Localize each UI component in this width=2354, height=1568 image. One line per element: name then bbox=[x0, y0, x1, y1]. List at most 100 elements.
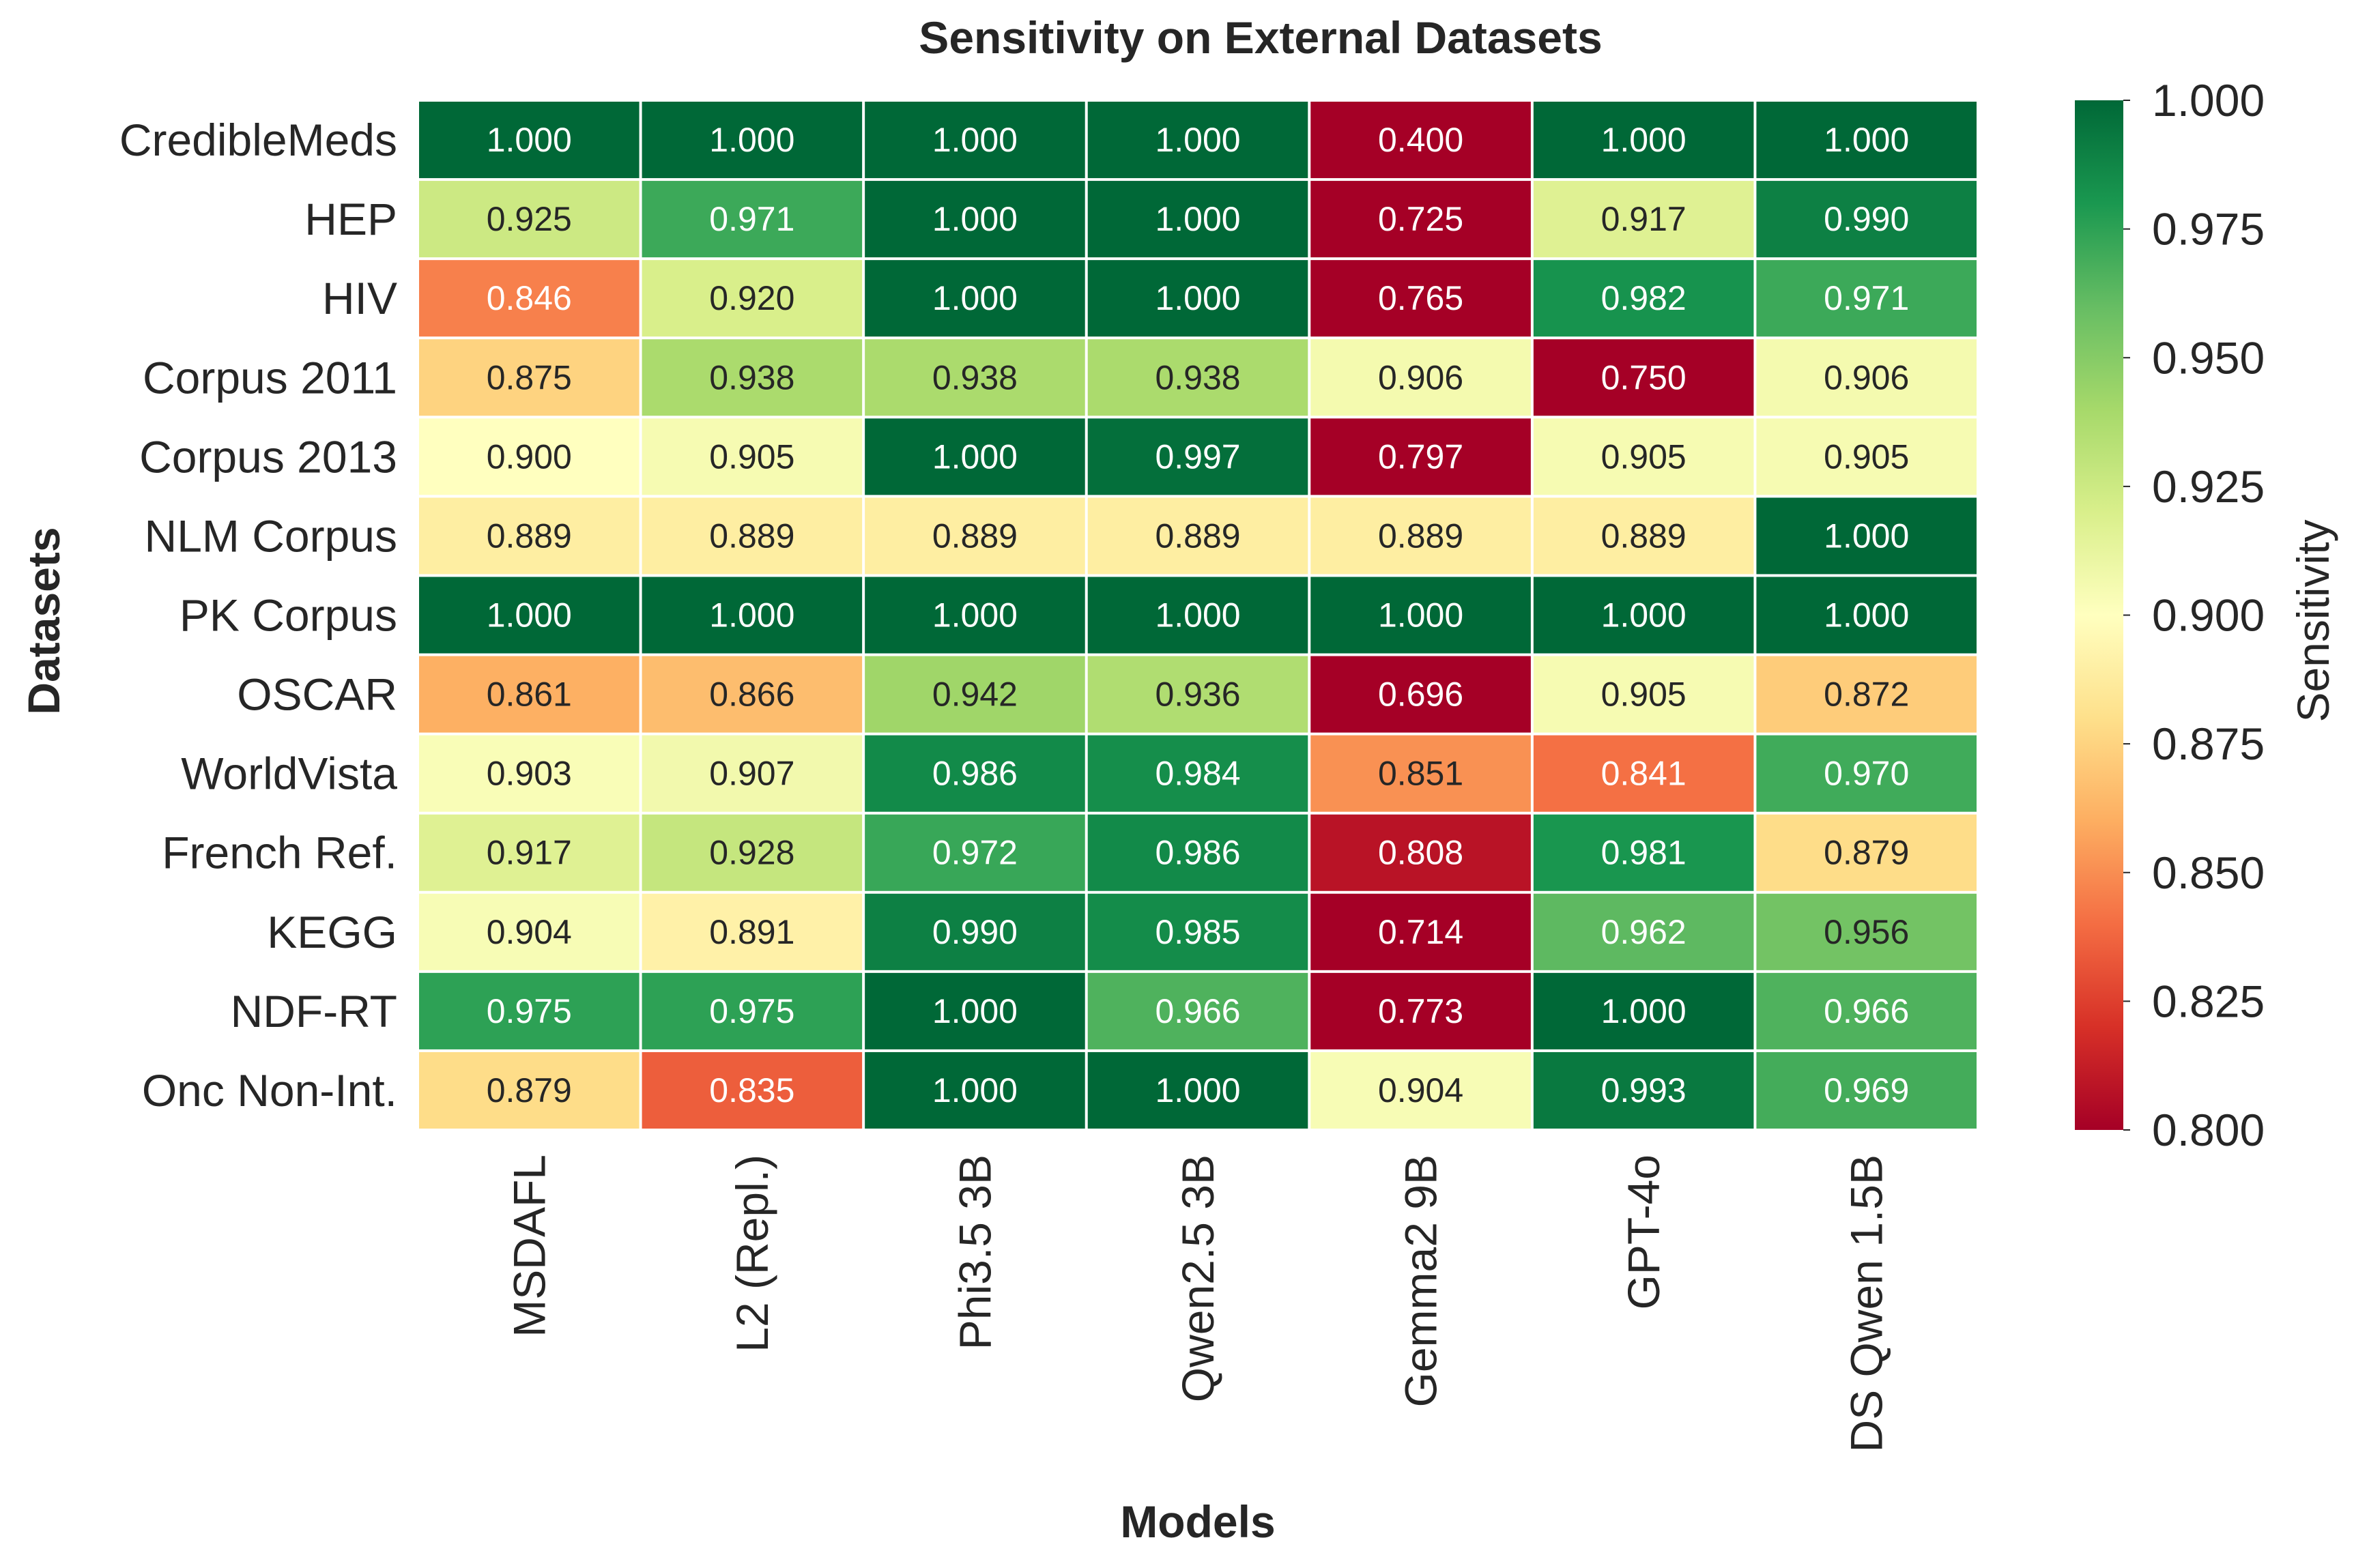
heatmap-cell-value: 0.970 bbox=[1824, 755, 1909, 793]
heatmap-cell bbox=[1087, 339, 1308, 416]
heatmap-cell bbox=[1087, 497, 1308, 575]
y-tick-label: WorldVista bbox=[181, 749, 397, 799]
heatmap-cell-value: 0.905 bbox=[1601, 676, 1686, 714]
heatmap-cell-value: 0.990 bbox=[932, 913, 1018, 951]
heatmap-cell bbox=[419, 893, 640, 970]
heatmap-cell-value: 0.879 bbox=[1824, 834, 1909, 872]
heatmap-cell bbox=[1087, 102, 1308, 179]
heatmap-cell bbox=[1533, 1051, 1754, 1129]
colorbar-tick-label: 0.800 bbox=[2152, 1105, 2265, 1155]
heatmap-cell bbox=[1087, 577, 1308, 654]
heatmap-cell bbox=[1756, 260, 1977, 337]
heatmap-cell-value: 0.975 bbox=[487, 992, 572, 1030]
heatmap-cell-value: 0.917 bbox=[1601, 200, 1686, 238]
heatmap-cell bbox=[865, 497, 1085, 575]
heatmap-cell-value: 0.725 bbox=[1378, 200, 1463, 238]
heatmap-cells bbox=[419, 102, 1977, 1129]
heatmap-cell-value: 0.889 bbox=[1155, 517, 1240, 555]
heatmap-cell bbox=[865, 577, 1085, 654]
heatmap-cell-value: 0.861 bbox=[487, 676, 572, 714]
y-tick-label: Onc Non-Int. bbox=[142, 1065, 397, 1116]
heatmap-cell-value: 0.846 bbox=[487, 279, 572, 317]
heatmap-cell-value: 1.000 bbox=[932, 1071, 1018, 1109]
y-tick-label: KEGG bbox=[267, 907, 397, 957]
heatmap-cell bbox=[1533, 181, 1754, 258]
heatmap-cell-value: 0.889 bbox=[487, 517, 572, 555]
heatmap-cell bbox=[1756, 497, 1977, 575]
heatmap-cell bbox=[1310, 418, 1531, 495]
heatmap-cell bbox=[419, 260, 640, 337]
heatmap-cell bbox=[865, 735, 1085, 812]
colorbar-tick-labels: 1.000 0.975 0.950 0.925 0.900 0.875 0.850 0.825… bbox=[2123, 75, 2265, 1155]
heatmap-cell-value: 0.714 bbox=[1378, 913, 1463, 951]
heatmap-cell bbox=[1087, 735, 1308, 812]
heatmap-cell bbox=[419, 814, 640, 891]
heatmap-cell-value: 1.000 bbox=[1601, 596, 1686, 635]
y-tick-label: CredibleMeds bbox=[119, 115, 397, 165]
heatmap-cell bbox=[865, 102, 1085, 179]
y-tick-label: NLM Corpus bbox=[145, 510, 397, 561]
heatmap-cell-value: 0.981 bbox=[1601, 834, 1686, 872]
x-tick-label: MSDAFL bbox=[504, 1155, 554, 1337]
heatmap-cell-value: 1.000 bbox=[709, 121, 794, 159]
heatmap-cell bbox=[865, 260, 1085, 337]
heatmap-cell-value: 0.990 bbox=[1824, 200, 1909, 238]
heatmap-cell bbox=[1087, 972, 1308, 1049]
heatmap-cell bbox=[642, 181, 863, 258]
heatmap-cell-value: 0.985 bbox=[1155, 913, 1240, 951]
heatmap-cell-value: 0.986 bbox=[932, 755, 1018, 793]
heatmap-cell-value: 0.966 bbox=[1824, 992, 1909, 1030]
heatmap-cell bbox=[1087, 1051, 1308, 1129]
heatmap-cell-value: 1.000 bbox=[1824, 121, 1909, 159]
heatmap-cell-value: 0.972 bbox=[932, 834, 1018, 872]
heatmap-cell bbox=[642, 577, 863, 654]
heatmap-cell-value: 0.993 bbox=[1601, 1071, 1686, 1109]
colorbar-tick-label: 0.875 bbox=[2152, 718, 2265, 769]
heatmap-cell bbox=[1310, 814, 1531, 891]
colorbar-label: Sensitivity bbox=[2288, 519, 2338, 722]
heatmap-cell-value: 0.936 bbox=[1155, 676, 1240, 714]
heatmap-cell bbox=[1756, 339, 1977, 416]
heatmap-cell-value: 0.904 bbox=[1378, 1071, 1463, 1109]
heatmap-cell-value: 1.000 bbox=[1601, 121, 1686, 159]
heatmap-cell-value: 0.891 bbox=[709, 913, 794, 951]
heatmap-cell-value: 0.875 bbox=[487, 358, 572, 396]
heatmap-cell-value: 0.962 bbox=[1601, 913, 1686, 951]
heatmap-cell bbox=[1310, 893, 1531, 970]
heatmap-cell bbox=[865, 418, 1085, 495]
heatmap-cell-value: 0.984 bbox=[1155, 755, 1240, 793]
heatmap-cell-value: 0.905 bbox=[709, 437, 794, 476]
heatmap-cell bbox=[865, 972, 1085, 1049]
heatmap-cell-value: 0.872 bbox=[1824, 676, 1909, 714]
y-tick-label: HIV bbox=[322, 273, 397, 323]
heatmap-cell bbox=[865, 181, 1085, 258]
heatmap-cell-value: 0.765 bbox=[1378, 279, 1463, 317]
heatmap-cell bbox=[419, 497, 640, 575]
heatmap-cell bbox=[1533, 497, 1754, 575]
heatmap-cell-value: 0.975 bbox=[709, 992, 794, 1030]
heatmap-cell bbox=[865, 339, 1085, 416]
heatmap-cell bbox=[419, 102, 640, 179]
heatmap-cell-value: 1.000 bbox=[1155, 200, 1240, 238]
heatmap-cell bbox=[419, 418, 640, 495]
heatmap-cell-value: 1.000 bbox=[1155, 1071, 1240, 1109]
heatmap-cell-value: 0.808 bbox=[1378, 834, 1463, 872]
heatmap-cell bbox=[1533, 339, 1754, 416]
heatmap-cell-value: 0.904 bbox=[487, 913, 572, 951]
heatmap-cell bbox=[1756, 735, 1977, 812]
heatmap-cell-value: 0.889 bbox=[709, 517, 794, 555]
heatmap-cell-value: 0.750 bbox=[1601, 358, 1686, 396]
heatmap-cell bbox=[1756, 814, 1977, 891]
heatmap-cell-value: 1.000 bbox=[1155, 279, 1240, 317]
y-tick-label: NDF-RT bbox=[231, 986, 397, 1036]
heatmap-cell bbox=[642, 893, 863, 970]
heatmap-cell bbox=[419, 1051, 640, 1129]
heatmap-cell bbox=[419, 656, 640, 733]
colorbar-tick-label: 0.950 bbox=[2152, 332, 2265, 383]
heatmap-cell-value: 1.000 bbox=[932, 437, 1018, 476]
colorbar-tick-label: 1.000 bbox=[2152, 75, 2265, 126]
x-axis-label: Models bbox=[1120, 1496, 1275, 1547]
heatmap-cell bbox=[642, 814, 863, 891]
heatmap-cell bbox=[865, 893, 1085, 970]
heatmap-cell bbox=[865, 656, 1085, 733]
